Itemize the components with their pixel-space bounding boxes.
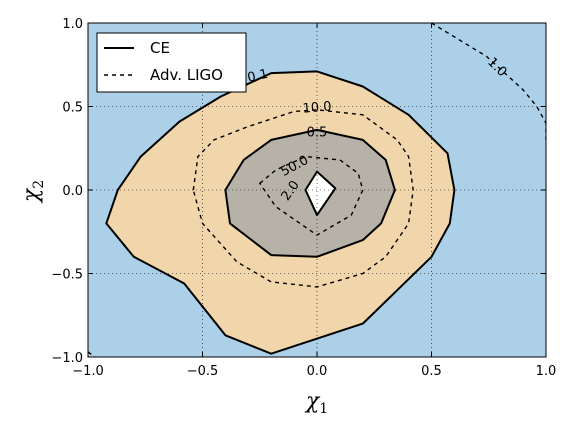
contour-label-text: 10.0 <box>302 99 332 116</box>
y-tick-label: −0.5 <box>51 268 83 283</box>
x-tick-label: 1.0 <box>536 364 557 379</box>
adv-ligo-contour-1-0-1 <box>88 351 96 357</box>
axis-ticks: −1.0 −0.5 0.0 0.5 1.0 −1.0 −0.5 0.0 0.5 1.0 <box>51 17 556 379</box>
y-tick-label: −1.0 <box>51 351 83 366</box>
contour-label: 0.1 <box>246 67 269 86</box>
x-tick-label: −1.0 <box>72 364 104 379</box>
x-axis-title-symbol: χ <box>304 389 321 414</box>
ce-contour-0-1 <box>105 70 456 355</box>
ce-contour-0-5 <box>224 128 396 258</box>
x-axis-title-subscript: 1 <box>319 401 328 417</box>
x-tick-label: 0.5 <box>421 364 442 379</box>
contour-label-text: 0.1 <box>246 67 269 86</box>
adv-ligo-contour-10-0-2 <box>192 109 414 288</box>
legend: CE Adv. LIGO <box>96 32 247 93</box>
legend-label-ce: CE <box>150 39 170 57</box>
contour-label: 0.5 <box>307 126 328 141</box>
x-tick-label: 0.0 <box>307 364 328 379</box>
y-tick-label: 0.5 <box>62 101 83 116</box>
y-axis-title-subscript: 2 <box>31 180 47 189</box>
x-tick-label: −0.5 <box>187 364 219 379</box>
y-tick-label: 1.0 <box>62 17 83 32</box>
y-tick-label: 0.0 <box>62 184 83 199</box>
contour-label: 10.0 <box>302 99 332 116</box>
grid <box>88 23 546 357</box>
plot-area <box>88 23 546 357</box>
contour-label-text: 0.5 <box>307 126 328 141</box>
legend-box <box>96 32 247 93</box>
y-axis-title-symbol: χ <box>19 187 44 204</box>
y-axis-title: χ2 <box>19 180 47 204</box>
legend-label-adv-ligo: Adv. LIGO <box>150 66 223 84</box>
x-axis-title: χ1 <box>304 389 328 417</box>
